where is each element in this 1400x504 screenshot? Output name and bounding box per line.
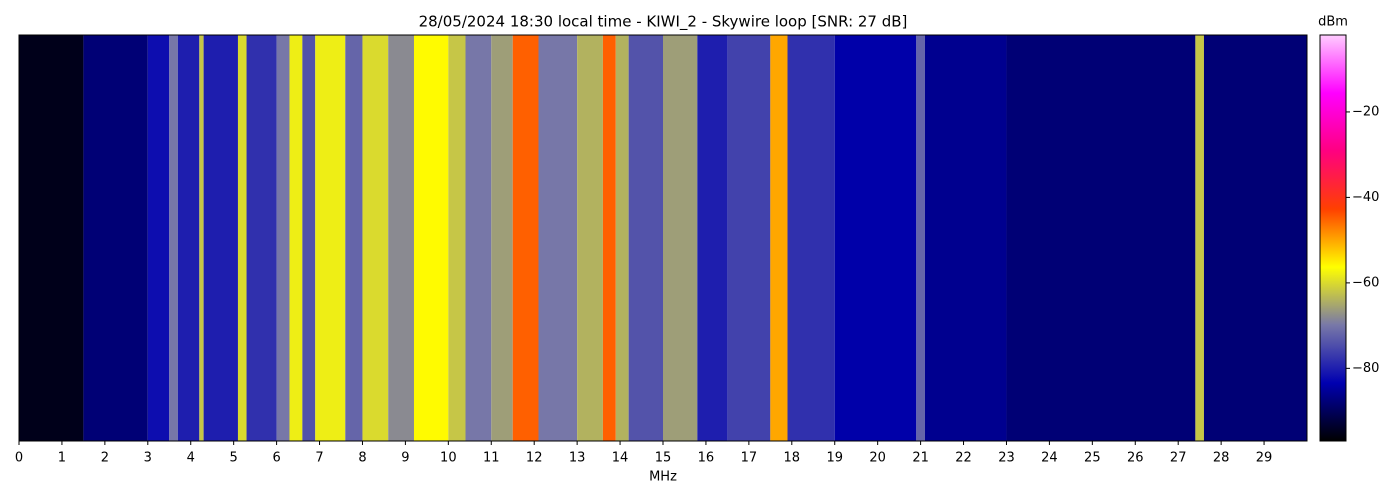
colorbar-tick-label: −40 xyxy=(1352,190,1379,205)
x-tick-label: 24 xyxy=(1041,451,1058,466)
heat-cell xyxy=(413,35,449,441)
x-axis-label: MHz xyxy=(649,470,677,485)
x-tick-label: 18 xyxy=(784,451,801,466)
x-tick-label: 12 xyxy=(526,451,543,466)
heat-cell xyxy=(19,35,84,441)
chart-title: 28/05/2024 18:30 local time - KIWI_2 - S… xyxy=(419,13,908,32)
x-tick-label: 4 xyxy=(187,451,195,466)
x-tick-label: 11 xyxy=(483,451,500,466)
heat-cell xyxy=(1195,35,1204,441)
x-tick-label: 21 xyxy=(912,451,929,466)
heat-cell xyxy=(237,35,247,441)
x-tick-label: 3 xyxy=(144,451,152,466)
x-tick-label: 23 xyxy=(998,451,1015,466)
heat-cell xyxy=(663,35,698,441)
heat-cell xyxy=(246,35,277,441)
x-tick-label: 7 xyxy=(315,451,323,466)
heat-cell xyxy=(916,35,925,441)
heat-cell xyxy=(577,35,603,441)
x-tick-label: 10 xyxy=(440,451,457,466)
colorbar xyxy=(1319,34,1347,442)
x-tick-label: 0 xyxy=(15,451,23,466)
x-tick-label: 1 xyxy=(58,451,66,466)
x-tick-label: 5 xyxy=(230,451,238,466)
x-tick-label: 9 xyxy=(401,451,409,466)
x-tick-label: 17 xyxy=(741,451,758,466)
x-tick-label: 27 xyxy=(1170,451,1187,466)
heat-cell xyxy=(345,35,363,441)
heat-cell xyxy=(1006,35,1196,441)
heat-cell xyxy=(169,35,178,441)
x-tick-label: 8 xyxy=(358,451,366,466)
heat-cell xyxy=(697,35,728,441)
heat-cell xyxy=(465,35,492,441)
heat-cell xyxy=(834,35,917,441)
heat-cell xyxy=(177,35,200,441)
x-tick-label: 15 xyxy=(655,451,672,466)
x-tick-label: 2 xyxy=(101,451,109,466)
heat-cell xyxy=(924,35,1007,441)
heat-cell xyxy=(787,35,835,441)
heat-cell xyxy=(602,35,616,441)
colorbar-tick-label: −20 xyxy=(1352,104,1379,119)
heat-cell xyxy=(289,35,303,441)
x-tick-label: 14 xyxy=(612,451,629,466)
heat-cell xyxy=(302,35,316,441)
x-tick-label: 13 xyxy=(569,451,586,466)
heat-cell xyxy=(628,35,663,441)
colorbar-label: dBm xyxy=(1318,15,1348,30)
heat-cell xyxy=(315,35,346,441)
heat-cell xyxy=(491,35,513,441)
heat-cell xyxy=(538,35,578,441)
heat-cell xyxy=(203,35,238,441)
x-tick-label: 19 xyxy=(826,451,843,466)
heat-cell xyxy=(388,35,414,441)
heat-cell xyxy=(448,35,466,441)
heat-cell xyxy=(770,35,788,441)
x-tick-label: 26 xyxy=(1127,451,1144,466)
heat-cell xyxy=(199,35,204,441)
colorbar-tick-label: −60 xyxy=(1352,275,1379,290)
heat-cell xyxy=(1203,35,1307,441)
x-tick-label: 20 xyxy=(869,451,886,466)
x-tick-label: 25 xyxy=(1084,451,1101,466)
heat-cell xyxy=(147,35,170,441)
colorbar-tick-label: −80 xyxy=(1352,361,1379,376)
x-tick-label: 6 xyxy=(272,451,280,466)
heat-cell xyxy=(615,35,629,441)
x-tick-label: 16 xyxy=(698,451,715,466)
heat-cell xyxy=(512,35,539,441)
heat-cell xyxy=(83,35,148,441)
x-tick-label: 22 xyxy=(955,451,972,466)
heat-cell xyxy=(362,35,389,441)
heat-cell xyxy=(276,35,290,441)
heat-cell xyxy=(727,35,771,441)
x-tick-label: 28 xyxy=(1213,451,1230,466)
x-tick-label: 29 xyxy=(1256,451,1273,466)
